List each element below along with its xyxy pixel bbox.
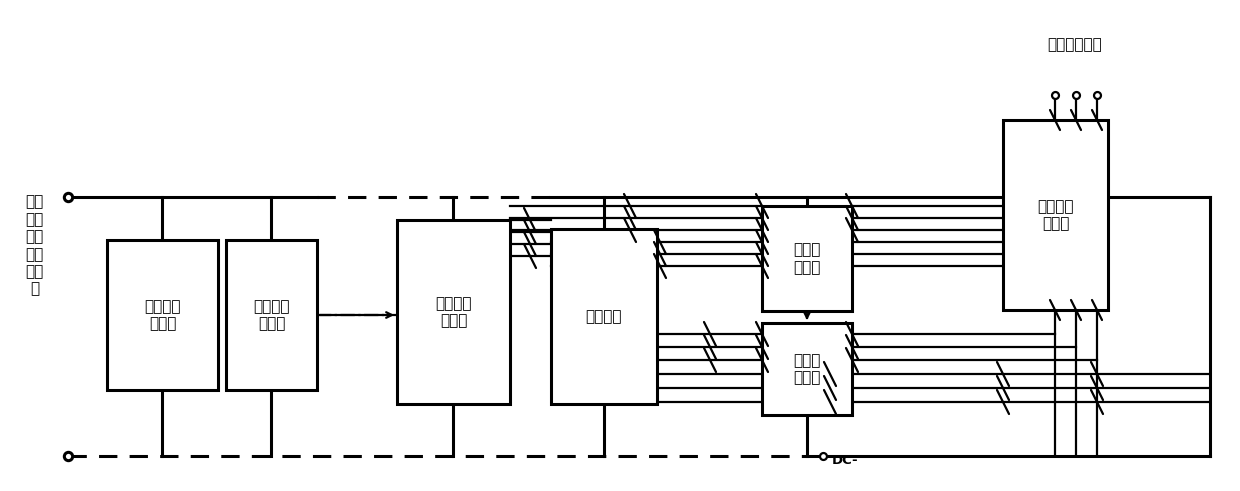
Bar: [763, 206, 852, 311]
Text: 可切换全
桥模块: 可切换全 桥模块: [253, 299, 290, 331]
Bar: [763, 323, 852, 415]
Bar: [226, 240, 317, 390]
Text: 逃变模块: 逃变模块: [585, 309, 622, 324]
Text: 低压
侧直
流母
线输
入端
口: 低压 侧直 流母 线输 入端 口: [26, 194, 43, 297]
Text: 交直切
换模块: 交直切 换模块: [794, 353, 821, 385]
Bar: [397, 220, 510, 404]
Bar: [107, 240, 218, 390]
Text: 储能换流
器模块: 储能换流 器模块: [144, 299, 181, 331]
Text: 低压交流电网: 低压交流电网: [1048, 37, 1102, 53]
Bar: [1003, 120, 1109, 310]
Text: 可切换全
桥模块: 可切换全 桥模块: [435, 296, 471, 328]
Bar: [551, 229, 657, 404]
Text: 交直切
换模块: 交直切 换模块: [794, 242, 821, 274]
Text: DC-: DC-: [832, 455, 858, 467]
Text: 公共交流
滤波器: 公共交流 滤波器: [1037, 199, 1074, 231]
